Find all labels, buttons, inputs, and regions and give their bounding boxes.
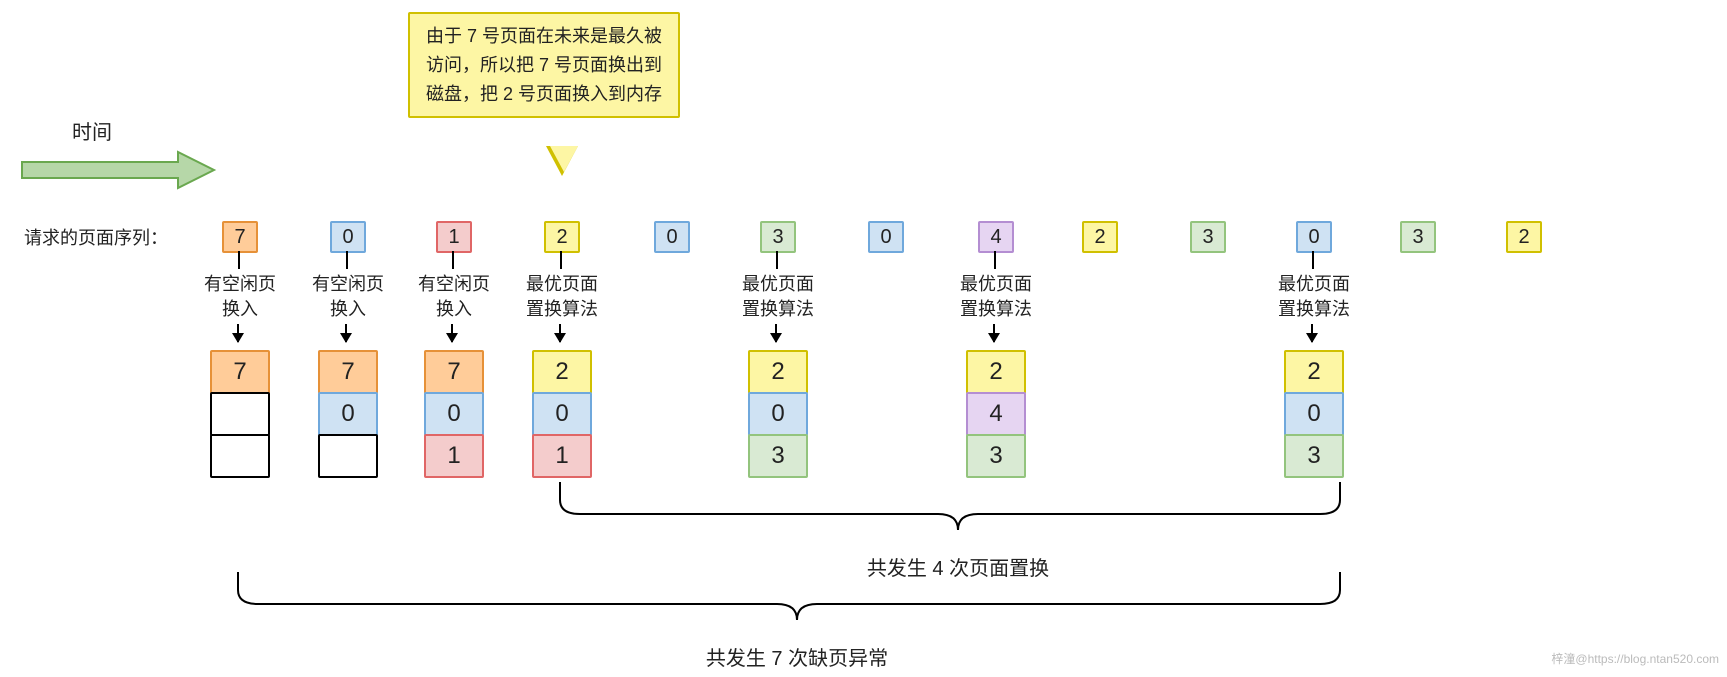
- step-arrow-1: [345, 324, 347, 342]
- seq-cell-1: 0: [330, 221, 366, 253]
- watermark: 梓潼@https://blog.ntan520.com: [1551, 650, 1719, 667]
- frame-3-0: 2: [532, 350, 592, 394]
- step-arrow-0: [237, 324, 239, 342]
- step-arrow-5: [775, 324, 777, 342]
- seq-connector-1: [346, 251, 348, 269]
- brace-label-1: 共发生 4 次页面置换: [838, 552, 1078, 581]
- seq-cell-3: 2: [544, 221, 580, 253]
- frame-0-1: [210, 392, 270, 436]
- step-arrow-2: [451, 324, 453, 342]
- step-label-1: 有空闲页换入: [294, 272, 402, 322]
- seq-cell-0: 7: [222, 221, 258, 253]
- seq-cell-11: 3: [1400, 221, 1436, 253]
- seq-cell-2: 1: [436, 221, 472, 253]
- frame-10-0: 2: [1284, 350, 1344, 394]
- frame-2-0: 7: [424, 350, 484, 394]
- frame-5-1: 0: [748, 392, 808, 436]
- seq-connector-3: [560, 251, 562, 269]
- step-arrow-3: [559, 324, 561, 342]
- step-arrow-7: [993, 324, 995, 342]
- seq-connector-5: [776, 251, 778, 269]
- frame-2-1: 0: [424, 392, 484, 436]
- step-label-7: 最优页面置换算法: [942, 272, 1050, 322]
- step-label-0: 有空闲页换入: [186, 272, 294, 322]
- frame-7-0: 2: [966, 350, 1026, 394]
- seq-connector-7: [994, 251, 996, 269]
- seq-cell-7: 4: [978, 221, 1014, 253]
- request-sequence-label: 请求的页面序列：: [24, 224, 168, 250]
- callout-box: 由于 7 号页面在未来是最久被访问，所以把 7 号页面换出到磁盘，把 2 号页面…: [408, 12, 680, 118]
- frame-1-1: 0: [318, 392, 378, 436]
- frame-1-2: [318, 434, 378, 478]
- frame-5-0: 2: [748, 350, 808, 394]
- seq-cell-4: 0: [654, 221, 690, 253]
- seq-cell-9: 3: [1190, 221, 1226, 253]
- step-arrow-10: [1311, 324, 1313, 342]
- seq-connector-2: [452, 251, 454, 269]
- seq-connector-0: [238, 251, 240, 269]
- seq-cell-12: 2: [1506, 221, 1542, 253]
- seq-cell-10: 0: [1296, 221, 1332, 253]
- seq-cell-5: 3: [760, 221, 796, 253]
- seq-cell-6: 0: [868, 221, 904, 253]
- seq-connector-10: [1312, 251, 1314, 269]
- step-label-3: 最优页面置换算法: [508, 272, 616, 322]
- frame-0-2: [210, 434, 270, 478]
- frame-10-2: 3: [1284, 434, 1344, 478]
- frame-5-2: 3: [748, 434, 808, 478]
- step-label-10: 最优页面置换算法: [1260, 272, 1368, 322]
- frame-1-0: 7: [318, 350, 378, 394]
- callout-tail: [550, 146, 578, 172]
- frame-2-2: 1: [424, 434, 484, 478]
- frame-10-1: 0: [1284, 392, 1344, 436]
- frame-0-0: 7: [210, 350, 270, 394]
- step-label-5: 最优页面置换算法: [724, 272, 832, 322]
- frame-7-2: 3: [966, 434, 1026, 478]
- frame-3-1: 0: [532, 392, 592, 436]
- brace-label-2: 共发生 7 次缺页异常: [677, 642, 917, 671]
- seq-cell-8: 2: [1082, 221, 1118, 253]
- time-arrow: [18, 150, 218, 190]
- time-label: 时间: [72, 116, 112, 145]
- frame-3-2: 1: [532, 434, 592, 478]
- frame-7-1: 4: [966, 392, 1026, 436]
- step-label-2: 有空闲页换入: [400, 272, 508, 322]
